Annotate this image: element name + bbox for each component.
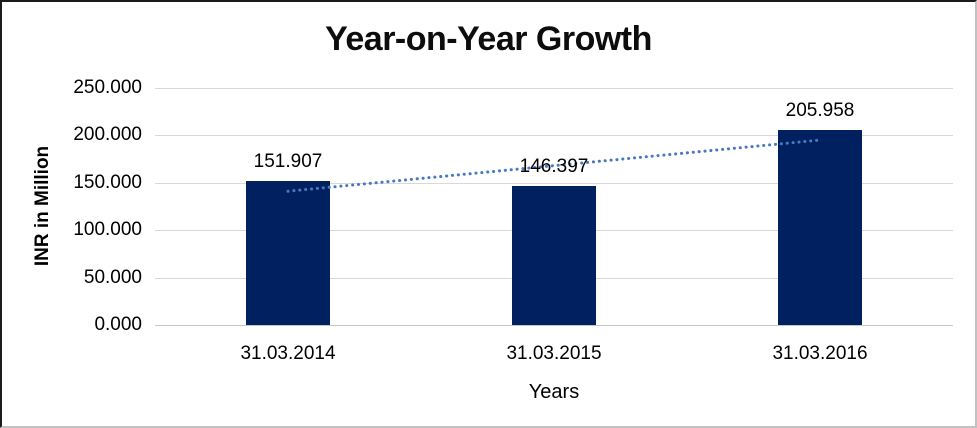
- gridline: [155, 135, 953, 137]
- x-category-label: 31.03.2016: [772, 343, 868, 364]
- trendline: [286, 138, 822, 193]
- bar-data-label: 151.907: [253, 150, 323, 172]
- bar-data-label: 146.397: [519, 156, 589, 178]
- bar: [246, 181, 330, 325]
- y-tick-label: 50.000: [83, 266, 142, 288]
- bar-data-label: 205.958: [785, 99, 855, 121]
- bar: [778, 129, 862, 325]
- gridline: [155, 88, 953, 89]
- y-tick-label: 250.000: [73, 77, 142, 98]
- y-tick-label: 200.000: [73, 124, 142, 146]
- plot-area: 151.907 146.397 205.958: [155, 88, 953, 326]
- y-tick-label: 150.000: [73, 171, 142, 193]
- y-tick-label: 100.000: [73, 219, 142, 241]
- gridline: [155, 182, 953, 184]
- x-category-label: 31.03.2015: [506, 343, 602, 364]
- x-category-label: 31.03.2014: [240, 343, 336, 364]
- chart-title: Year-on-Year Growth: [325, 20, 652, 58]
- bar: [512, 186, 596, 325]
- trendline-path: [286, 138, 822, 193]
- y-tick-label: 0.000: [94, 314, 142, 335]
- x-axis-title: Years: [528, 381, 580, 403]
- y-axis-title: INR in Million: [32, 145, 53, 267]
- gridline: [155, 325, 953, 326]
